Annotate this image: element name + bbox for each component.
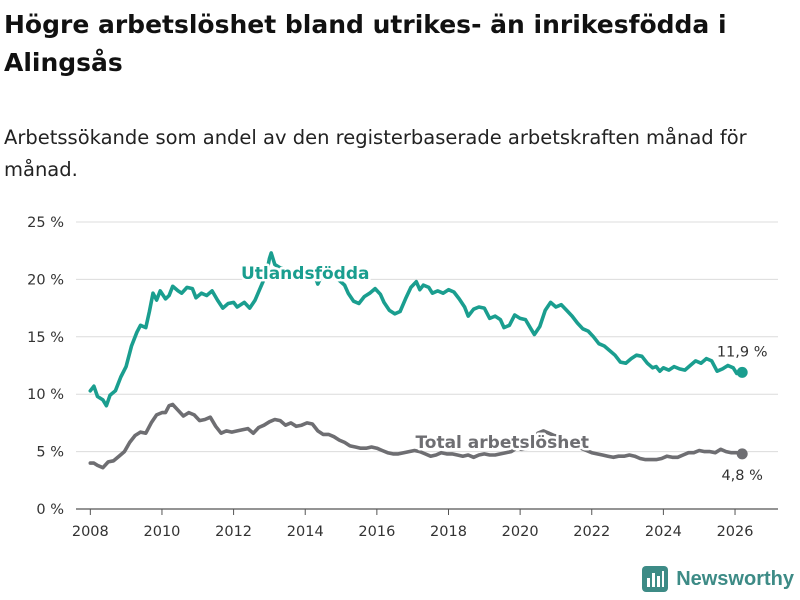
- x-tick-label: 2012: [215, 524, 252, 540]
- x-axis-ticks: 2008 2010 2012 2014 2016 2018 2020 2022 2024 2026: [72, 509, 754, 540]
- brand-logo[interactable]: Newsworthy: [642, 566, 794, 592]
- y-tick-label: 25 %: [27, 215, 64, 231]
- y-tick-label: 5 %: [36, 445, 64, 461]
- series-lines: [88, 251, 748, 470]
- brand-name: Newsworthy: [676, 567, 794, 590]
- series-line-utlandsfodda: [88, 251, 744, 408]
- x-tick-label: 2022: [573, 524, 610, 540]
- end-value-label-total: 4,8 %: [721, 468, 762, 484]
- x-tick-label: 2016: [358, 524, 395, 540]
- series-labels: 11,9 % 4,8 % Utlandsfödda Total arbetslöshe…: [238, 261, 768, 484]
- y-tick-label: 20 %: [27, 272, 64, 288]
- bar-chart-logo-icon: [642, 566, 669, 592]
- series-name-label-total: Total arbetslöshet: [415, 433, 589, 453]
- page-subtitle: Arbetssökande som andel av den registerb…: [4, 126, 747, 181]
- x-tick-label: 2014: [287, 524, 324, 540]
- x-tick-label: 2008: [72, 524, 109, 540]
- x-tick-label: 2024: [645, 524, 682, 540]
- series-name-label-utlandsfodda: Utlandsfödda: [241, 264, 370, 284]
- y-tick-label: 0 %: [36, 502, 64, 518]
- x-tick-label: 2020: [502, 524, 539, 540]
- end-value-label-utlandsfodda: 11,9 %: [717, 344, 768, 360]
- endpoint-marker-utlandsfodda: [736, 366, 748, 378]
- y-axis-ticks: 0 % 5 % 10 % 15 % 20 % 25 %: [27, 215, 64, 518]
- series-line-total: [88, 402, 744, 470]
- endpoint-marker-total: [736, 448, 748, 460]
- x-tick-label: 2026: [717, 524, 754, 540]
- x-tick-label: 2010: [144, 524, 181, 540]
- x-tick-label: 2018: [430, 524, 467, 540]
- grid-lines: [76, 221, 778, 510]
- y-tick-label: 15 %: [27, 330, 64, 346]
- y-tick-label: 10 %: [27, 387, 64, 403]
- page-title: Högre arbetslöshet bland utrikes- än inr…: [4, 10, 727, 77]
